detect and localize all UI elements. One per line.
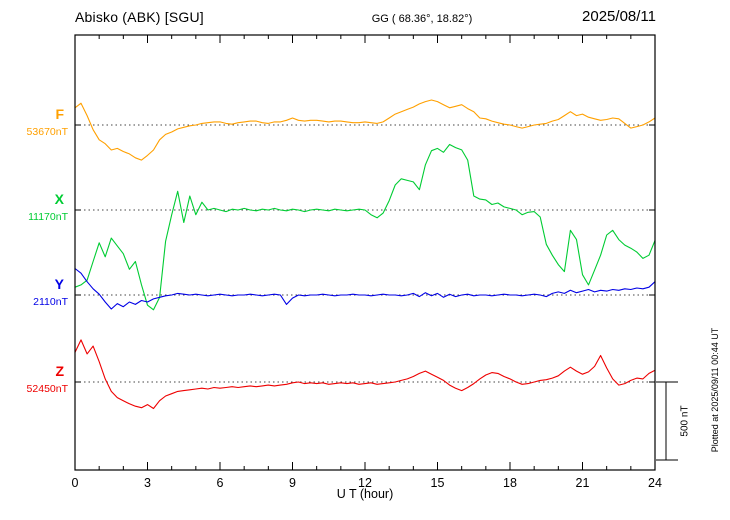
x-axis-label: U T (hour) xyxy=(336,487,394,501)
x-tick-label: 3 xyxy=(144,476,151,490)
plot-date: 2025/08/11 xyxy=(582,8,656,25)
scale-bar-label: 500 nT xyxy=(679,405,691,437)
component-baseline-Z: 52450nT xyxy=(26,383,68,395)
plot-frame xyxy=(74,34,656,471)
trace-Y xyxy=(74,267,656,310)
x-tick-label: 6 xyxy=(217,476,224,490)
component-letter-F: F xyxy=(55,106,64,122)
x-tick-label: 24 xyxy=(648,476,662,490)
trace-F xyxy=(74,99,656,161)
component-letter-Z: Z xyxy=(55,363,64,379)
x-tick-label: 21 xyxy=(576,476,590,490)
x-tick-label: 15 xyxy=(431,476,445,490)
x-tick-label: 9 xyxy=(289,476,296,490)
station-coordinates: GG ( 68.36°, 18.82°) xyxy=(371,13,473,25)
component-baseline-X: 11170nT xyxy=(28,211,68,223)
x-tick-label: 18 xyxy=(503,476,517,490)
component-baseline-Y: 2110nT xyxy=(33,296,68,308)
plot-timestamp: Plotted at 2025/09/11 00:44 UT xyxy=(710,327,720,453)
x-tick-label: 0 xyxy=(72,476,79,490)
trace-X xyxy=(74,143,656,311)
component-letter-X: X xyxy=(54,191,64,207)
x-tick-label: 12 xyxy=(358,476,372,490)
station-title: Abisko (ABK) [SGU] xyxy=(75,9,204,25)
component-baseline-F: 53670nT xyxy=(26,126,68,138)
trace-Z xyxy=(74,339,656,410)
component-letter-Y: Y xyxy=(54,276,64,292)
